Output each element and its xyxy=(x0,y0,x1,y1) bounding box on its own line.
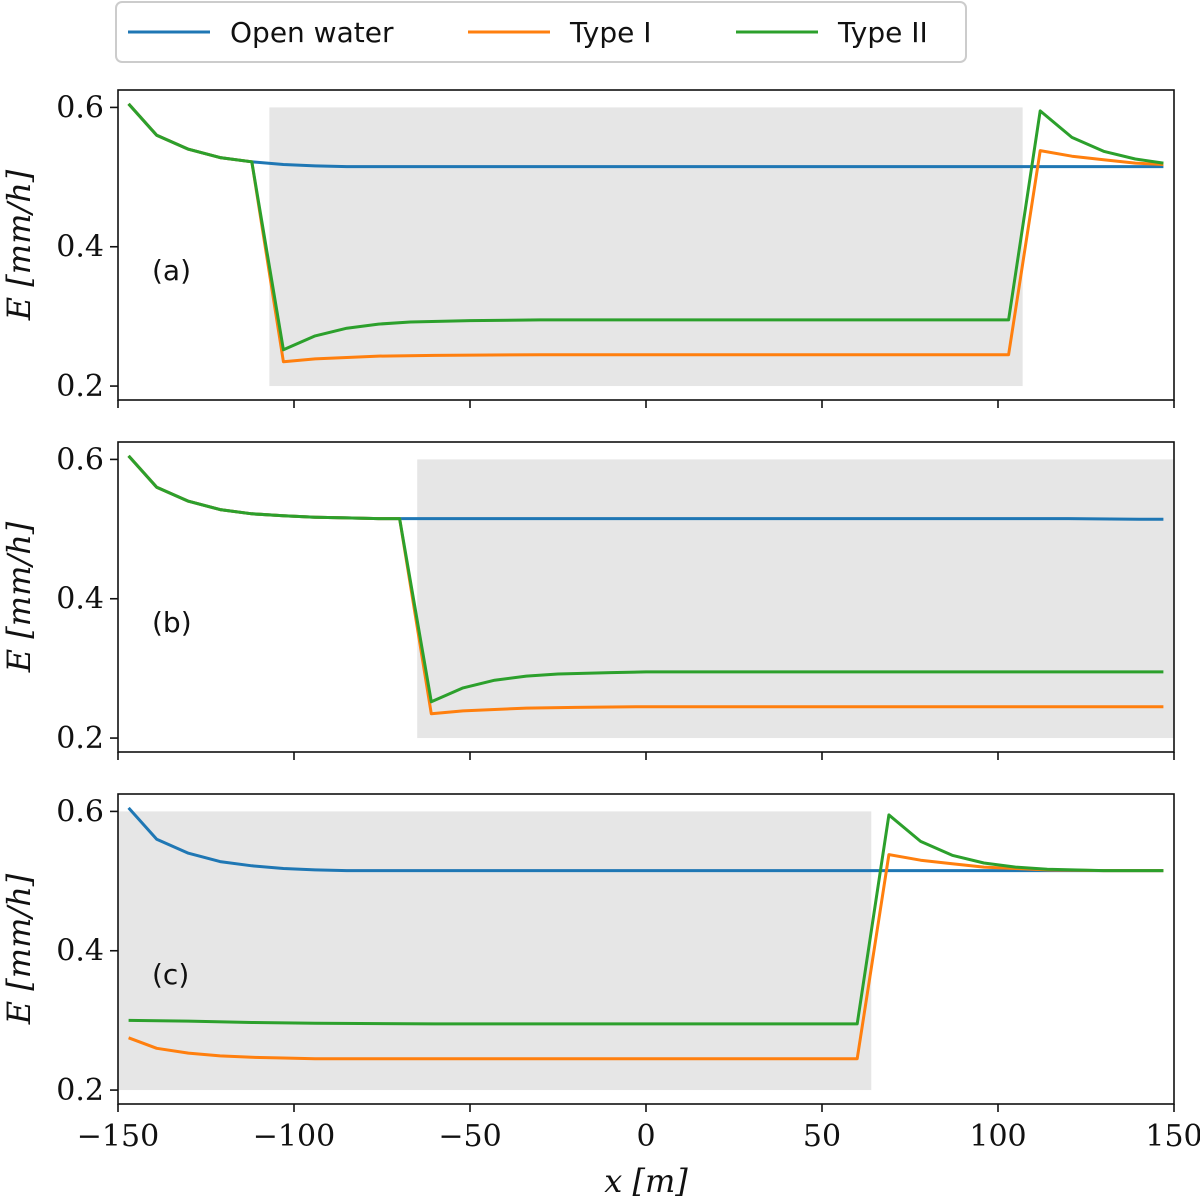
x-tick-label: 150 xyxy=(1145,1119,1200,1154)
y-tick-label: 0.6 xyxy=(56,794,104,829)
series-line-type-ii xyxy=(127,102,1164,352)
y-tick-label: 0.6 xyxy=(56,90,104,125)
x-tick-label: 0 xyxy=(636,1119,655,1154)
x-tick-label: 100 xyxy=(969,1119,1026,1154)
y-axis-label: E [mm/h] xyxy=(0,521,38,673)
panel-label: (a) xyxy=(152,254,191,287)
y-tick-label: 0.4 xyxy=(56,230,104,265)
y-axis-label: E [mm/h] xyxy=(0,873,38,1025)
series-line-type-i xyxy=(128,853,1164,1061)
y-axis-label: E [mm/h] xyxy=(0,169,38,321)
series-line-open-water xyxy=(127,806,1164,873)
series-line-type-ii xyxy=(127,454,1164,704)
shaded-region xyxy=(417,459,1174,739)
x-axis-label: x [m] xyxy=(604,1162,688,1200)
shaded-region xyxy=(118,811,872,1091)
panel-label: (b) xyxy=(152,606,192,639)
shaded-region xyxy=(269,107,1023,387)
series-line-type-ii xyxy=(128,813,1164,1026)
y-tick-label: 0.6 xyxy=(56,442,104,477)
x-tick-label: −100 xyxy=(253,1119,335,1154)
legend-label-2: Type II xyxy=(837,16,928,49)
y-tick-label: 0.2 xyxy=(56,721,104,756)
panel-label: (c) xyxy=(152,958,189,991)
panel-a: 0.2 0.4 0.6 E [mm/h] (a) xyxy=(0,89,1175,408)
y-tick-label: 0.2 xyxy=(56,369,104,404)
x-tick-label: −150 xyxy=(77,1119,159,1154)
x-tick-label: −50 xyxy=(438,1119,501,1154)
legend: Open water Type I Type II xyxy=(115,1,967,63)
panel-b: 0.2 0.4 0.6 E [mm/h] (b) xyxy=(0,441,1175,760)
panel-c: 0.2 0.4 0.6 E [mm/h] (c) xyxy=(0,793,1175,1112)
y-tick-label: 0.2 xyxy=(56,1073,104,1108)
x-tick-label: 50 xyxy=(803,1119,841,1154)
y-tick-label: 0.4 xyxy=(56,582,104,617)
y-tick-label: 0.4 xyxy=(56,934,104,969)
panels: 0.2 0.4 0.6 E [mm/h] (a) 0.2 0.4 0.6 E [mm/h] (b)… xyxy=(0,89,1175,1112)
legend-label-0: Open water xyxy=(230,16,394,49)
x-axis: −150 −100 −50 0 50 100 150 x [m] xyxy=(77,1119,1200,1200)
legend-label-1: Type I xyxy=(569,16,651,49)
